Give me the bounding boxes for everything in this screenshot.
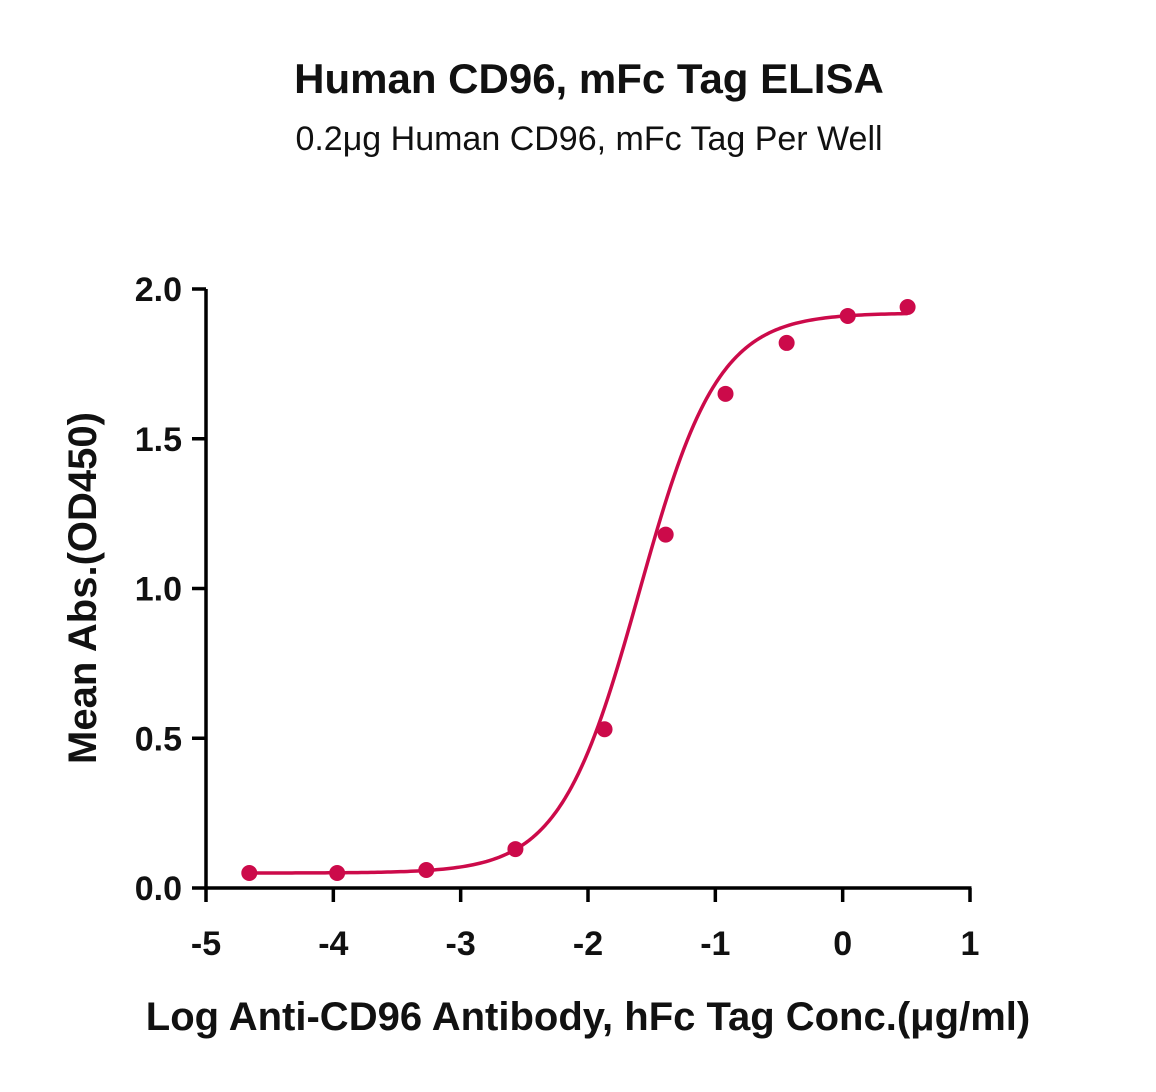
y-tick-label: 0.5	[135, 720, 182, 758]
data-point	[596, 721, 613, 738]
x-tick-label: -4	[318, 925, 348, 963]
data-point	[717, 385, 734, 402]
x-tick-label: -1	[700, 925, 730, 963]
data-point	[899, 298, 916, 315]
fit-curve	[249, 311, 908, 875]
y-tick-label: 2.0	[135, 271, 182, 309]
y-tick-label: 1.5	[135, 421, 182, 459]
x-tick-label: -3	[446, 925, 476, 963]
plot-area: 0.0 0.5 1.0 1.5 2.0 -5 -4 -3 -2 -1 0 1	[135, 271, 980, 963]
y-tick-label: 1.0	[135, 571, 182, 609]
data-point	[241, 865, 258, 882]
data-point	[778, 334, 795, 351]
x-tick-label: -5	[191, 925, 221, 963]
x-axis-label: Log Anti-CD96 Antibody, hFc Tag Conc.(μg…	[146, 995, 1030, 1039]
data-point	[507, 841, 524, 858]
data-point	[329, 865, 346, 882]
y-tick-label: 0.0	[135, 870, 182, 908]
x-tick-label: 1	[961, 925, 980, 963]
chart-subtitle: 0.2μg Human CD96, mFc Tag Per Well	[295, 120, 882, 158]
data-point	[418, 862, 435, 879]
data-point	[657, 526, 674, 543]
chart-title: Human CD96, mFc Tag ELISA	[294, 55, 884, 102]
y-axis-label: Mean Abs.(OD450)	[61, 412, 105, 764]
x-tick-label: 0	[833, 925, 852, 963]
data-point	[839, 307, 856, 324]
x-tick-label: -2	[573, 925, 603, 963]
